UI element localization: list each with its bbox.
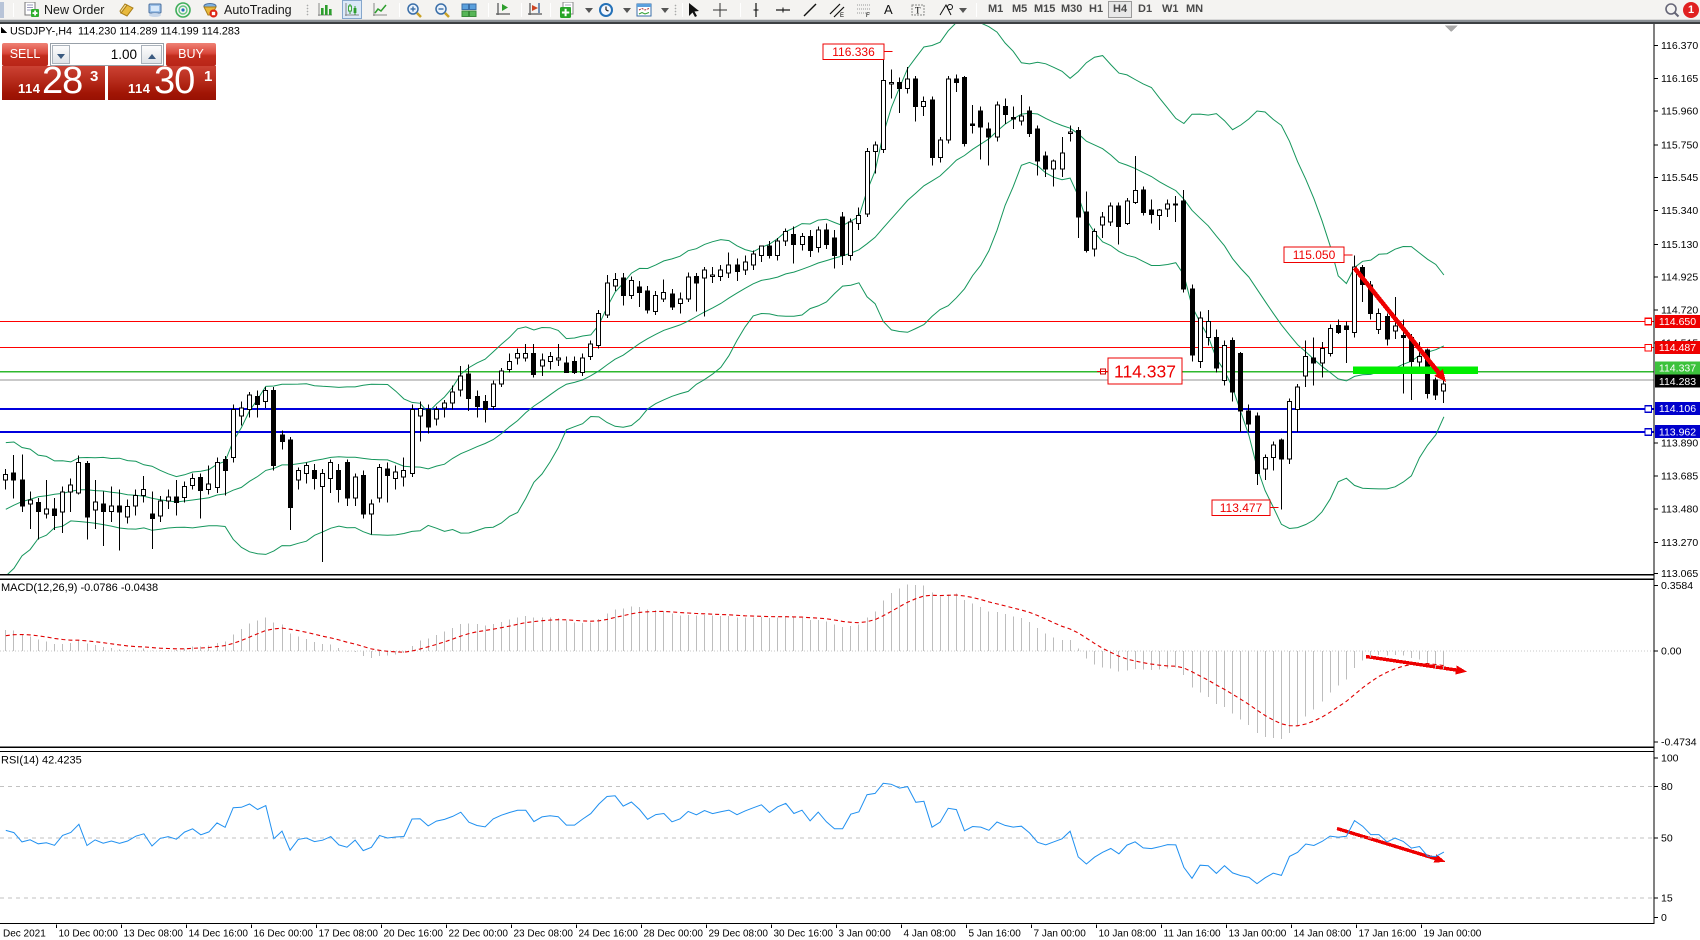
svg-text:T: T [915, 6, 921, 16]
svg-text:114.337: 114.337 [1114, 361, 1176, 381]
svg-text:-0.4734: -0.4734 [1661, 737, 1697, 749]
svg-text:114.650: 114.650 [1659, 316, 1696, 328]
svg-text:30 Dec 16:00: 30 Dec 16:00 [774, 929, 834, 940]
svg-text:3 Jan 00:00: 3 Jan 00:00 [839, 929, 892, 940]
svg-text:115.340: 115.340 [1661, 205, 1698, 217]
svg-text:11 Jan 16:00: 11 Jan 16:00 [1164, 929, 1222, 940]
svg-text:14 Jan 08:00: 14 Jan 08:00 [1294, 929, 1352, 940]
svg-text:RSI(14) 42.4235: RSI(14) 42.4235 [1, 755, 82, 767]
svg-text:5 Jan 16:00: 5 Jan 16:00 [969, 929, 1022, 940]
svg-text:0.3584: 0.3584 [1661, 580, 1693, 592]
svg-text:13 Jan 00:00: 13 Jan 00:00 [1229, 929, 1287, 940]
svg-text:114.487: 114.487 [1659, 342, 1696, 354]
svg-text:16 Dec 00:00: 16 Dec 00:00 [254, 929, 314, 940]
svg-text:116.336: 116.336 [832, 45, 875, 59]
svg-text:114.106: 114.106 [1659, 403, 1696, 415]
svg-text:114.337: 114.337 [1659, 363, 1696, 375]
svg-text:113.065: 113.065 [1661, 568, 1698, 580]
svg-text:4 Jan 08:00: 4 Jan 08:00 [904, 929, 957, 940]
svg-text:100: 100 [1661, 753, 1679, 765]
svg-text:15: 15 [1661, 893, 1673, 905]
svg-text:80: 80 [1661, 781, 1673, 793]
svg-text:17 Dec 08:00: 17 Dec 08:00 [319, 929, 379, 940]
svg-text:Dec 2021: Dec 2021 [3, 929, 46, 940]
svg-text:13 Dec 08:00: 13 Dec 08:00 [124, 929, 184, 940]
svg-text:7 Jan 00:00: 7 Jan 00:00 [1034, 929, 1087, 940]
svg-text:113.890: 113.890 [1661, 438, 1698, 450]
svg-text:23 Dec 08:00: 23 Dec 08:00 [514, 929, 574, 940]
svg-text:10 Jan 08:00: 10 Jan 08:00 [1099, 929, 1157, 940]
svg-text:113.685: 113.685 [1661, 471, 1698, 483]
svg-text:22 Dec 00:00: 22 Dec 00:00 [449, 929, 509, 940]
svg-text:0.00: 0.00 [1661, 646, 1682, 658]
svg-text:28 Dec 00:00: 28 Dec 00:00 [644, 929, 704, 940]
svg-text:50: 50 [1661, 833, 1673, 845]
svg-text:115.130: 115.130 [1661, 239, 1698, 251]
svg-text:113.477: 113.477 [1220, 501, 1263, 515]
svg-text:114.283: 114.283 [1659, 376, 1696, 388]
svg-text:29 Dec 08:00: 29 Dec 08:00 [709, 929, 769, 940]
svg-text:113.962: 113.962 [1659, 426, 1696, 438]
svg-text:0: 0 [1661, 912, 1667, 924]
svg-text:114.925: 114.925 [1661, 272, 1698, 284]
svg-text:E: E [840, 13, 844, 18]
svg-text:116.165: 116.165 [1661, 73, 1698, 85]
svg-text:24 Dec 16:00: 24 Dec 16:00 [579, 929, 639, 940]
svg-text:14 Dec 16:00: 14 Dec 16:00 [189, 929, 249, 940]
svg-text:115.960: 115.960 [1661, 106, 1698, 118]
svg-text:F: F [866, 13, 870, 18]
svg-text:115.050: 115.050 [1293, 248, 1336, 262]
svg-text:113.480: 113.480 [1661, 504, 1698, 516]
svg-text:19 Jan 00:00: 19 Jan 00:00 [1424, 929, 1482, 940]
svg-text:20 Dec 16:00: 20 Dec 16:00 [384, 929, 444, 940]
svg-text:MACD(12,26,9) -0.0786 -0.0438: MACD(12,26,9) -0.0786 -0.0438 [1, 582, 158, 594]
svg-text:115.545: 115.545 [1661, 172, 1698, 184]
svg-text:115.750: 115.750 [1661, 139, 1698, 151]
svg-text:114.720: 114.720 [1661, 305, 1698, 317]
svg-text:113.270: 113.270 [1661, 537, 1698, 549]
svg-text:USDJPY-,H4 114.230 114.289 11: USDJPY-,H4 114.230 114.289 114.199 114.2… [10, 26, 240, 38]
svg-text:116.370: 116.370 [1661, 40, 1698, 52]
svg-text:10 Dec 00:00: 10 Dec 00:00 [59, 929, 119, 940]
svg-text:17 Jan 16:00: 17 Jan 16:00 [1359, 929, 1417, 940]
